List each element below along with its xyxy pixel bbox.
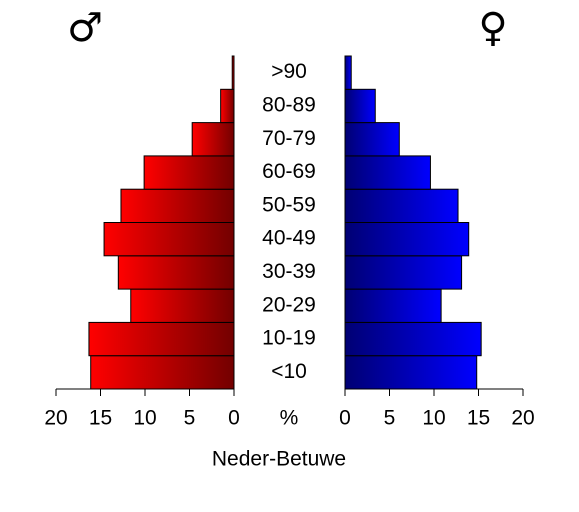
bar	[344, 88, 376, 124]
bar	[143, 155, 235, 190]
bar	[344, 288, 442, 323]
bar	[103, 222, 235, 257]
bar	[231, 55, 235, 90]
bar	[344, 155, 431, 190]
bar	[191, 122, 235, 157]
x-tick-label: 20	[511, 407, 534, 430]
bar	[344, 255, 463, 290]
category-label: 20-29	[262, 293, 316, 316]
x-tick-label: 15	[89, 407, 112, 430]
bar	[344, 122, 400, 157]
x-tick-label: 0	[339, 407, 351, 430]
bar	[344, 55, 352, 90]
x-axis-label: %	[280, 407, 299, 430]
x-tick-label: 5	[184, 407, 196, 430]
bar	[130, 288, 235, 323]
legend-symbol: ♂	[67, 5, 103, 51]
bar	[220, 88, 235, 124]
category-label: 70-79	[262, 127, 316, 150]
x-tick-label: 0	[228, 407, 240, 430]
bar	[88, 321, 235, 357]
legend-symbol: ♀	[478, 5, 507, 51]
category-label: <10	[271, 360, 307, 383]
x-tick-label: 10	[133, 407, 156, 430]
category-label: 30-39	[262, 260, 316, 283]
bar	[344, 321, 482, 357]
x-tick-label: 15	[467, 407, 490, 430]
category-label: 60-69	[262, 160, 316, 183]
x-tick-label: 20	[44, 407, 67, 430]
x-tick-label: 10	[422, 407, 445, 430]
category-label: 80-89	[262, 93, 316, 116]
bar	[344, 222, 470, 257]
chart-title: Neder-Betuwe	[212, 448, 346, 471]
category-label: 10-19	[262, 327, 316, 350]
bar	[90, 355, 235, 390]
bar	[344, 355, 478, 390]
x-tick-label: 5	[384, 407, 396, 430]
category-label: >90	[271, 60, 307, 83]
bar	[117, 255, 235, 290]
bar	[120, 188, 235, 223]
bar	[344, 188, 459, 223]
category-label: 50-59	[262, 193, 316, 216]
category-label: 40-49	[262, 227, 316, 250]
